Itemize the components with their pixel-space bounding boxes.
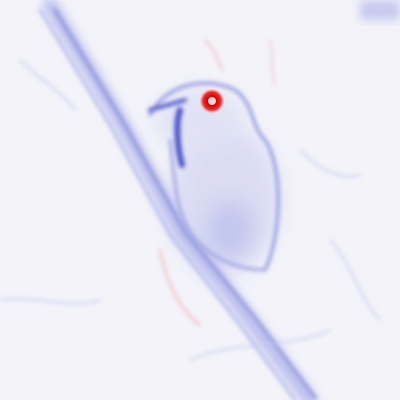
eye-center [208,97,216,105]
background-texture [0,59,381,361]
bird-outline [148,39,280,326]
corner-shade [360,0,400,20]
branch [39,0,317,400]
